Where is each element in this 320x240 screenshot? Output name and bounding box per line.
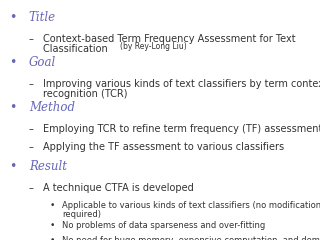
Text: –: – — [29, 79, 34, 89]
Text: •: • — [10, 160, 17, 173]
Text: (by Rey-Long Liu): (by Rey-Long Liu) — [120, 42, 187, 51]
Text: Classification: Classification — [43, 43, 111, 54]
Text: –: – — [29, 124, 34, 134]
Text: Improving various kinds of text classifiers by term context: Improving various kinds of text classifi… — [43, 79, 320, 89]
Text: required): required) — [62, 210, 101, 219]
Text: Method: Method — [29, 101, 75, 114]
Text: A technique CTFA is developed: A technique CTFA is developed — [43, 183, 194, 193]
Text: recognition (TCR): recognition (TCR) — [43, 89, 128, 99]
Text: Applying the TF assessment to various classifiers: Applying the TF assessment to various cl… — [43, 142, 284, 152]
Text: –: – — [29, 34, 34, 44]
Text: Employing TCR to refine term frequency (TF) assessment: Employing TCR to refine term frequency (… — [43, 124, 320, 134]
Text: •: • — [50, 221, 55, 229]
Text: •: • — [50, 236, 55, 240]
Text: •: • — [10, 101, 17, 114]
Text: Goal: Goal — [29, 56, 56, 69]
Text: Context-based Term Frequency Assessment for Text: Context-based Term Frequency Assessment … — [43, 34, 296, 44]
Text: Title: Title — [29, 11, 56, 24]
Text: –: – — [29, 183, 34, 193]
Text: –: – — [29, 142, 34, 152]
Text: Result: Result — [29, 160, 67, 173]
Text: •: • — [10, 56, 17, 69]
Text: No need for huge memory, expensive computation, and domain-: No need for huge memory, expensive compu… — [62, 236, 320, 240]
Text: Applicable to various kinds of text classifiers (no modification is: Applicable to various kinds of text clas… — [62, 201, 320, 210]
Text: No problems of data sparseness and over-fitting: No problems of data sparseness and over-… — [62, 221, 266, 229]
Text: •: • — [50, 201, 55, 210]
Text: •: • — [10, 11, 17, 24]
